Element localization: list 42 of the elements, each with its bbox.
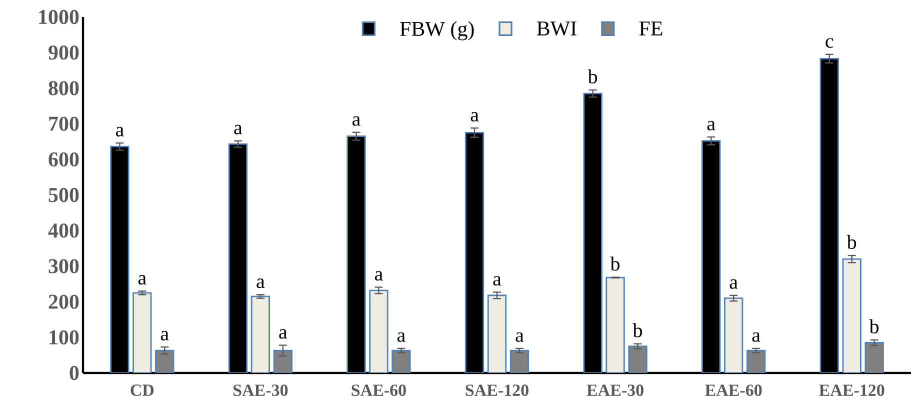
data-label: b (846, 234, 856, 249)
y-tick-label: 900 (48, 46, 79, 60)
y-tick-label: 800 (48, 81, 79, 96)
y-tick-label: 200 (48, 294, 79, 309)
data-label: a (116, 126, 124, 136)
legend-label: FBW (g) (400, 21, 474, 40)
y-tick-label: 500 (48, 188, 79, 202)
data-label: a (707, 120, 716, 130)
data-label: a (138, 275, 146, 285)
data-label: b (869, 319, 879, 334)
x-tick-label: SAE-30 (233, 384, 288, 396)
data-label: a (352, 116, 360, 126)
data-label: a (234, 124, 242, 134)
x-tick-label: SAE-120 (466, 384, 528, 396)
data-label: a (374, 271, 383, 281)
data-label: b (610, 256, 620, 271)
data-label: b (588, 69, 598, 84)
y-tick-label: 0 (70, 366, 79, 380)
y-tick-label: 700 (49, 116, 79, 131)
y-tick-label: 1000 (39, 10, 79, 24)
x-tick-label: EAE-30 (586, 384, 644, 396)
data-label: a (397, 332, 406, 342)
x-tick-label: EAE-120 (819, 384, 884, 396)
data-label: a (730, 279, 738, 289)
data-label: b (632, 323, 642, 338)
data-label: c (826, 38, 834, 48)
data-label: a (470, 112, 479, 122)
legend-label: BWI (536, 22, 576, 36)
y-tick-label: 100 (50, 330, 79, 344)
x-tick-label: CD (130, 384, 154, 396)
x-tick-label: EAE-60 (705, 384, 762, 396)
y-tick-label: 600 (48, 152, 79, 166)
legend-label: FE (639, 22, 662, 36)
data-label: a (752, 332, 760, 342)
data-label: a (256, 278, 265, 288)
y-tick-label: 300 (48, 259, 79, 274)
data-label: a (160, 330, 169, 340)
data-label: a (516, 332, 524, 342)
x-tick-label: SAE-60 (352, 384, 406, 396)
data-label: a (493, 276, 502, 286)
y-tick-label: 400 (48, 224, 79, 238)
data-label: a (279, 329, 288, 339)
